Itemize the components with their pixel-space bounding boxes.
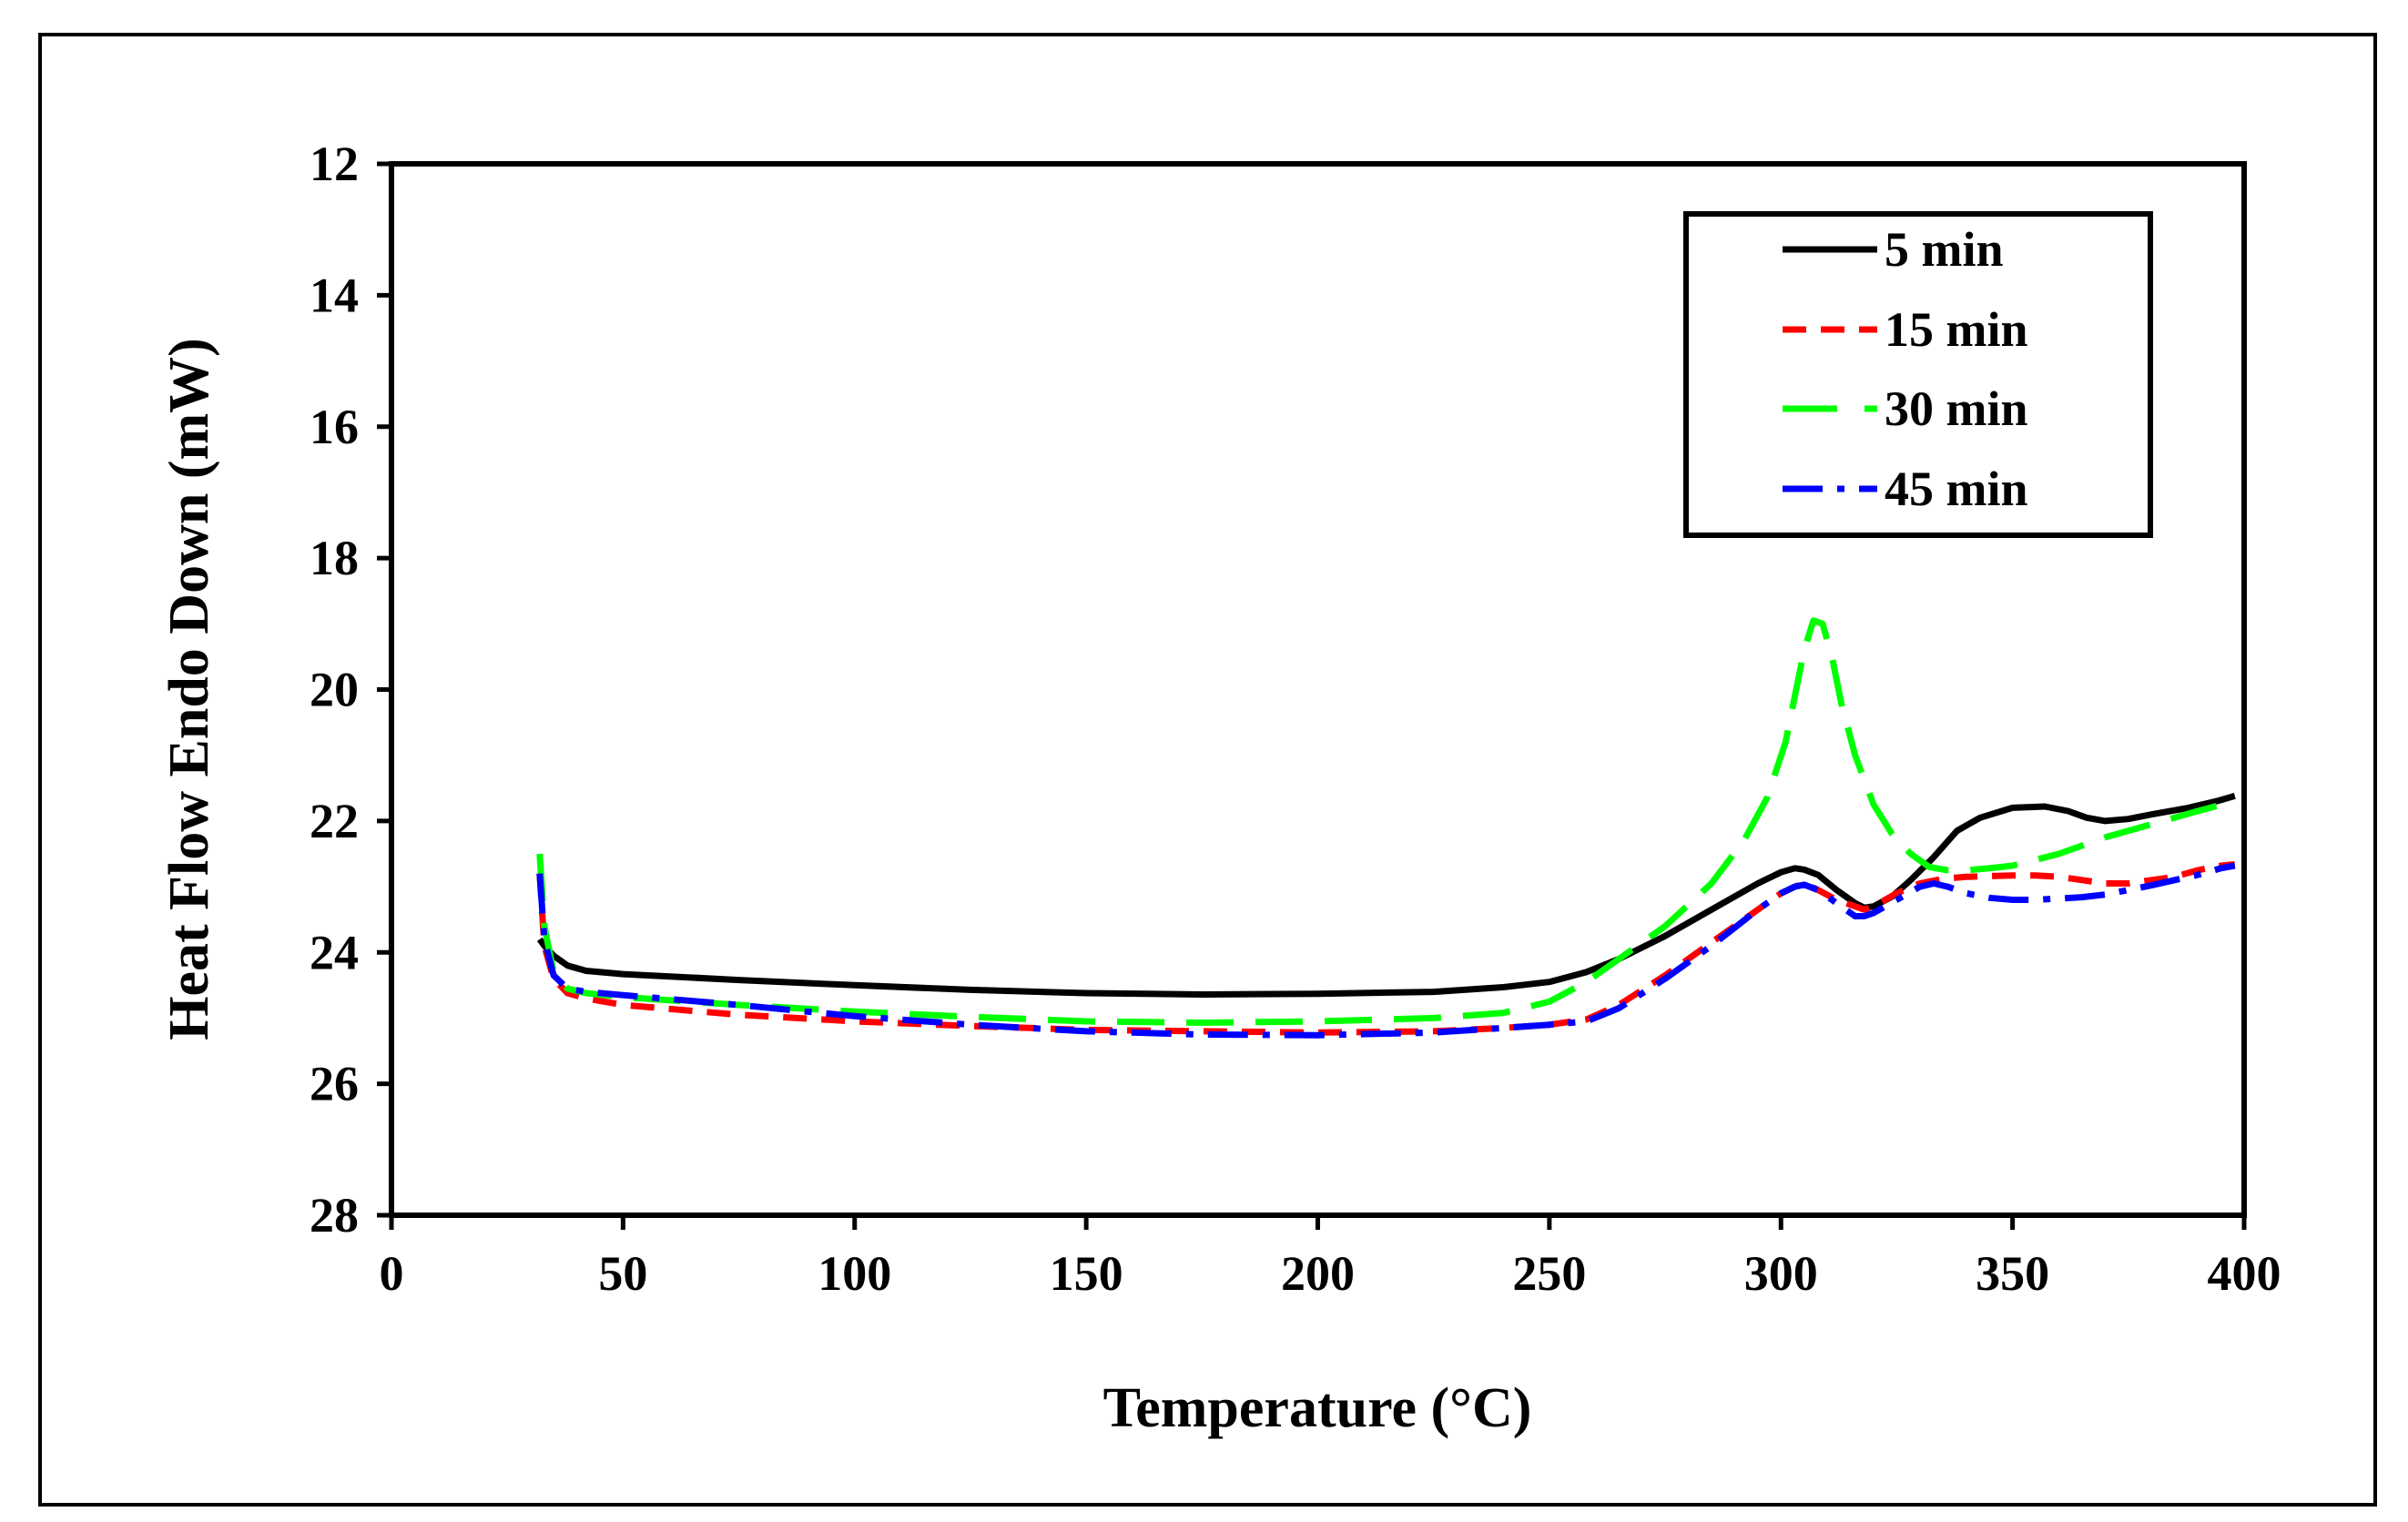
series-line-45-min [536,862,2236,1039]
legend-box [1683,211,2153,538]
y-tick-label: 16 [310,400,359,454]
y-tick-label: 18 [310,531,359,585]
x-tick-label: 200 [1281,1246,1355,1301]
y-tick-label: 12 [310,137,359,191]
x-axis: 0 50 100 150 200 250 300 350 400 [380,1215,2281,1301]
y-tick-label: 14 [310,268,359,322]
y-axis-title: Heat Flow Endo Down (mW) [158,338,220,1040]
legend-label: 30 min [1885,381,2028,436]
y-tick-label: 26 [310,1057,359,1111]
y-tick-label: 28 [310,1188,359,1243]
legend: 5 min 15 min 30 min 45 min [1683,211,2153,538]
series-layer [536,617,2236,1039]
y-tick-label: 20 [310,663,359,717]
x-tick-label: 150 [1050,1246,1123,1301]
x-tick-label: 400 [2208,1246,2281,1301]
x-tick-label: 300 [1744,1246,1818,1301]
x-axis-title: Temperature (°C) [1103,1377,1532,1439]
legend-label: 15 min [1885,302,2028,357]
y-axis: 12 14 16 18 20 22 24 26 28 [310,137,391,1243]
series-line-5-min [536,793,2236,998]
series-line-30-min [536,617,2236,1026]
x-tick-label: 0 [380,1246,404,1301]
x-tick-label: 350 [1976,1246,2049,1301]
x-tick-label: 100 [818,1246,891,1301]
x-tick-label: 250 [1512,1246,1586,1301]
y-tick-label: 22 [310,794,359,848]
y-tick-label: 24 [310,925,359,979]
legend-label: 45 min [1885,462,2028,516]
legend-label: 5 min [1885,222,2004,277]
series-line-15-min [536,861,2236,1036]
x-tick-label: 50 [598,1246,647,1301]
